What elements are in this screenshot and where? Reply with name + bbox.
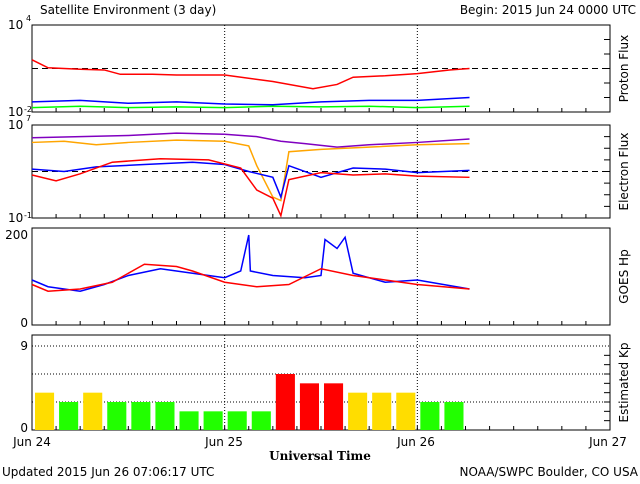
x-axis-label: Universal Time: [269, 449, 371, 463]
kp-bar: [155, 402, 175, 430]
x-tick-label: Jun 25: [204, 435, 243, 449]
kp-bar: [348, 392, 368, 430]
y-tick-label: 10: [8, 118, 23, 132]
electron-series-orange: [31, 139, 470, 202]
proton-series-green: [31, 105, 470, 109]
y-tick-exponent: 7: [26, 114, 31, 123]
updated-label: Updated 2015 Jun 26 07:06:17 UTC: [2, 465, 214, 479]
kp-y-axis-label: Estimated Kp: [617, 343, 631, 423]
kp-bar: [179, 411, 199, 430]
hp-y-axis-label: GOES Hp: [617, 249, 631, 303]
kp-bar: [227, 411, 247, 430]
x-tick-label: Jun 27: [588, 435, 627, 449]
kp-bar: [275, 374, 295, 430]
kp-bar: [444, 402, 464, 430]
x-tick-label: Jun 24: [12, 435, 51, 449]
y-tick-label: 10: [8, 18, 23, 32]
kp-bar: [131, 402, 151, 430]
y-tick-label: 10: [8, 105, 23, 119]
begin-label: Begin: 2015 Jun 24 0000 UTC: [460, 3, 636, 17]
kp-bar: [372, 392, 392, 430]
proton-series-red: [31, 59, 470, 90]
hp-panel-frame: [31, 227, 611, 326]
electron-series-red: [31, 157, 470, 219]
electron-y-axis-label: Electron Flux: [617, 133, 631, 211]
y-tick-exponent: 4: [26, 14, 31, 23]
kp-bar: [83, 392, 103, 430]
kp-bar: [299, 383, 319, 430]
kp-bar: [59, 402, 79, 430]
kp-bar: [35, 392, 55, 430]
credit-label: NOAA/SWPC Boulder, CO USA: [460, 465, 639, 479]
y-tick-label: 0: [20, 421, 28, 435]
y-tick-exponent: -1: [24, 211, 32, 220]
proton-y-axis-label: Proton Flux: [617, 35, 631, 102]
y-tick-exponent: -2: [24, 105, 32, 114]
x-tick-label: Jun 26: [396, 435, 435, 449]
kp-bar: [251, 411, 271, 430]
electron-series-blue: [31, 161, 470, 200]
y-tick-label: 9: [20, 339, 28, 353]
hp-series-red: [31, 263, 470, 293]
kp-bar: [203, 411, 223, 430]
y-tick-label: 200: [5, 228, 28, 242]
chart-title: Satellite Environment (3 day): [40, 3, 216, 17]
kp-bar: [324, 383, 344, 430]
kp-panel-frame: [31, 334, 611, 431]
y-tick-label: 0: [20, 316, 28, 330]
kp-bar: [107, 402, 127, 430]
kp-bar: [420, 402, 440, 430]
electron-series-purple: [31, 132, 470, 148]
kp-bar: [396, 392, 416, 430]
y-tick-label: 10: [8, 211, 23, 225]
proton-series-blue: [31, 96, 470, 106]
